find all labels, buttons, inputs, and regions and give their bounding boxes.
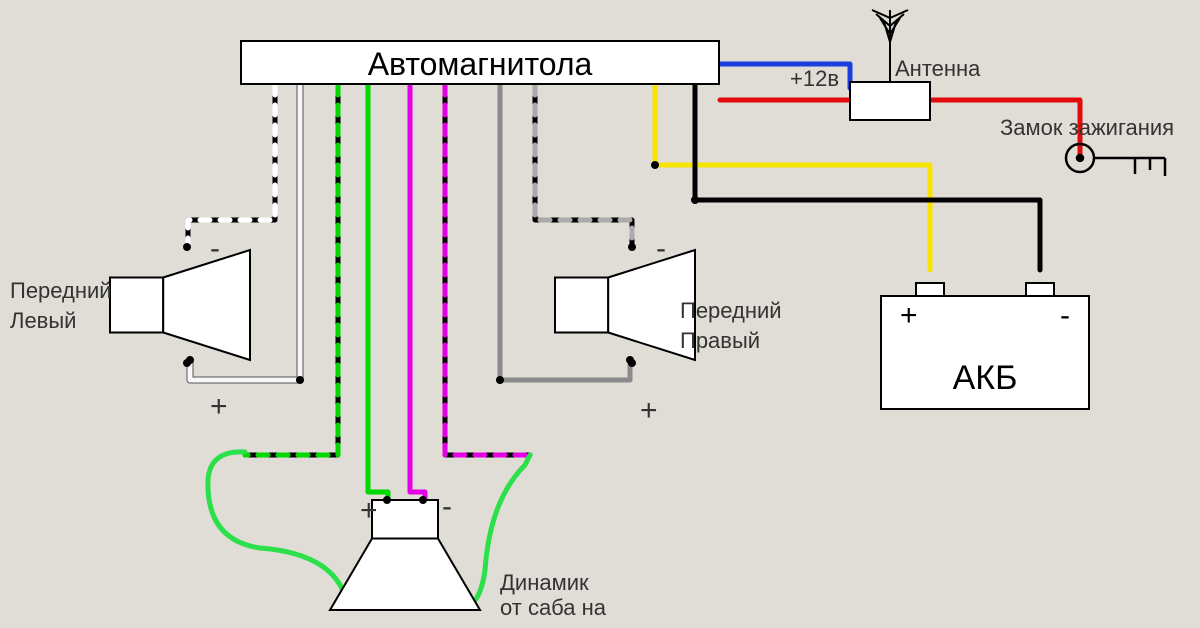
battery-plus-sign: + (900, 299, 918, 333)
polarity-sub-minus: - (442, 490, 452, 525)
label-front-right-1: Передний (680, 298, 782, 323)
head-unit-label: Автомагнитола (368, 46, 593, 82)
speaker-front-left (110, 243, 250, 367)
battery-minus-sign: - (1060, 299, 1070, 333)
label-sub-2: от саба на (500, 595, 606, 620)
label-front-left-2: Левый (10, 308, 76, 333)
label-sub-1: Динамик (500, 570, 589, 595)
polarity-sub-plus: + (360, 494, 378, 529)
label-front-right-2: Правый (680, 328, 760, 353)
head-unit-box: Автомагнитола (240, 40, 720, 85)
speaker-front-right (555, 243, 695, 367)
label-front-left-1: Передний (10, 278, 112, 303)
polarity-fr-plus: + (640, 394, 658, 429)
speaker-sub (330, 496, 480, 610)
label-12v: +12в (790, 66, 839, 91)
battery-box: + - АКБ (880, 295, 1090, 410)
polarity-fr-minus: - (656, 232, 666, 267)
antenna-amplifier-box (850, 82, 930, 120)
label-antenna: Антенна (895, 56, 980, 81)
polarity-fl-plus: + (210, 390, 228, 425)
battery-label: АКБ (882, 359, 1088, 398)
label-ignition: Замок зажигания (1000, 115, 1174, 140)
polarity-fl-minus: - (210, 232, 220, 267)
